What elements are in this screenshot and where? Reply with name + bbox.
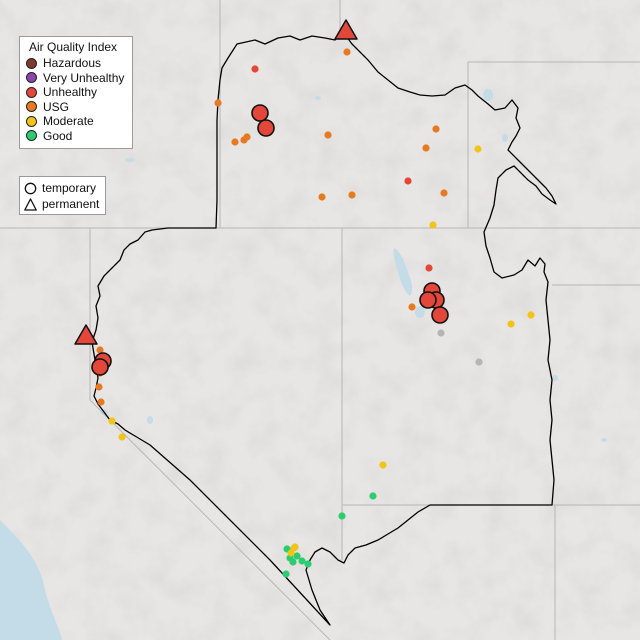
monitor-good[interactable] <box>338 512 346 520</box>
temporary-monitor-unhealthy[interactable] <box>431 306 449 324</box>
region-boundary <box>91 31 557 626</box>
aqi-legend-label: Good <box>43 128 73 143</box>
lake-utah <box>415 306 425 318</box>
temporary-monitor-unhealthy[interactable] <box>257 119 275 137</box>
monitor-moderate[interactable] <box>527 311 535 319</box>
lake <box>315 96 321 100</box>
aqi-legend-label: Moderate <box>43 114 94 129</box>
monitor-moderate[interactable] <box>429 221 437 229</box>
lake <box>147 416 153 424</box>
monitor-usg[interactable] <box>231 138 239 146</box>
unhealthy-swatch <box>26 86 37 98</box>
monitor-good[interactable] <box>304 560 312 568</box>
lake-great-salt <box>393 248 413 296</box>
water-bodies <box>100 89 607 442</box>
aqi-legend-label: Unhealthy <box>43 85 98 100</box>
monitor-good[interactable] <box>298 557 306 565</box>
very-unhealthy-swatch <box>26 72 37 84</box>
temporary-monitor-unhealthy[interactable] <box>91 358 109 376</box>
temporary-monitor-unhealthy[interactable] <box>419 291 437 309</box>
monitor-usg[interactable] <box>348 191 356 199</box>
monitor-moderate[interactable] <box>108 417 116 425</box>
temporary-monitor-unhealthy[interactable] <box>251 104 269 122</box>
monitor-type-permanent: permanent <box>24 196 101 212</box>
monitor-moderate[interactable] <box>290 544 298 552</box>
lake <box>502 134 508 142</box>
monitor-markers <box>74 19 535 578</box>
moderate-swatch <box>26 115 37 127</box>
monitor-usg[interactable] <box>95 383 103 391</box>
aqi-legend: Air Quality Index Hazardous Very Unhealt… <box>19 36 133 149</box>
monitor-moderate[interactable] <box>118 433 126 441</box>
monitor-type-legend: temporary permanent <box>19 176 106 215</box>
temporary-label: temporary <box>42 181 97 195</box>
triangle-icon <box>24 197 37 211</box>
lake <box>483 89 493 101</box>
hazardous-swatch <box>26 57 37 69</box>
monitor-no-data[interactable] <box>437 329 445 337</box>
monitor-usg[interactable] <box>324 131 332 139</box>
monitor-moderate[interactable] <box>474 145 482 153</box>
monitor-usg[interactable] <box>318 193 326 201</box>
monitor-good[interactable] <box>369 492 377 500</box>
monitor-moderate[interactable] <box>507 320 515 328</box>
monitor-good[interactable] <box>282 570 290 578</box>
aqi-legend-item-moderate: Moderate <box>25 114 127 129</box>
aqi-legend-title: Air Quality Index <box>29 40 118 54</box>
monitor-usg[interactable] <box>343 48 351 56</box>
monitor-usg[interactable] <box>440 189 448 197</box>
lake <box>125 158 135 162</box>
monitor-usg[interactable] <box>97 398 105 406</box>
usg-swatch <box>26 101 37 113</box>
monitor-usg[interactable] <box>408 303 416 311</box>
monitor-usg[interactable] <box>422 144 430 152</box>
aqi-legend-item-usg: USG <box>25 100 127 115</box>
monitor-usg[interactable] <box>432 125 440 133</box>
monitor-unhealthy[interactable] <box>251 65 259 73</box>
monitor-no-data[interactable] <box>475 358 483 366</box>
monitor-moderate[interactable] <box>379 461 387 469</box>
ocean-area <box>0 520 62 640</box>
permanent-label: permanent <box>42 197 100 211</box>
monitor-usg[interactable] <box>96 346 104 354</box>
aqi-legend-label: Hazardous <box>43 56 102 71</box>
aqi-legend-item-unhealthy: Unhealthy <box>25 85 127 100</box>
permanent-monitor-unhealthy[interactable] <box>334 19 358 40</box>
monitor-usg[interactable] <box>214 99 222 107</box>
permanent-monitor-unhealthy[interactable] <box>74 324 98 345</box>
good-swatch <box>26 130 37 142</box>
lake <box>552 375 558 381</box>
monitor-unhealthy[interactable] <box>404 177 412 185</box>
monitor-unhealthy[interactable] <box>425 264 433 272</box>
aqi-legend-label: Very Unhealthy <box>43 70 125 85</box>
lake <box>601 438 607 442</box>
monitor-usg[interactable] <box>243 133 251 141</box>
aqi-legend-item-hazardous: Hazardous <box>25 56 127 71</box>
monitor-type-temporary: temporary <box>24 180 101 196</box>
monitor-good[interactable] <box>293 552 301 560</box>
aqi-legend-item-very-unhealthy: Very Unhealthy <box>25 71 127 86</box>
circle-icon <box>24 182 37 195</box>
monitor-good[interactable] <box>289 558 297 566</box>
aqi-legend-label: USG <box>43 99 70 114</box>
aqi-legend-item-good: Good <box>25 129 127 144</box>
